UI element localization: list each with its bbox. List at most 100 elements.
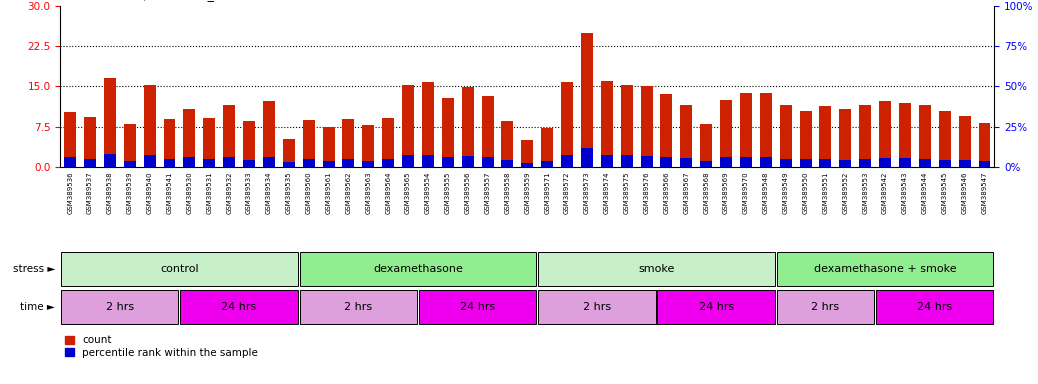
Bar	[740, 157, 752, 167]
Bar	[419, 290, 537, 324]
Bar	[621, 85, 632, 167]
Text: GSM389551: GSM389551	[822, 171, 828, 214]
Text: GSM389571: GSM389571	[544, 171, 550, 214]
Bar	[562, 82, 573, 167]
Text: GSM389568: GSM389568	[703, 171, 709, 214]
Text: GSM389575: GSM389575	[624, 171, 630, 214]
Bar	[243, 121, 255, 167]
Bar	[323, 161, 334, 167]
Bar	[362, 161, 375, 167]
Bar	[657, 290, 774, 324]
Bar	[501, 121, 514, 167]
Bar	[243, 159, 255, 167]
Bar	[124, 124, 136, 167]
Bar	[539, 290, 656, 324]
Text: GSM389545: GSM389545	[941, 171, 948, 214]
Bar	[263, 157, 275, 167]
Bar	[104, 154, 116, 167]
Text: GSM389558: GSM389558	[504, 171, 511, 214]
Bar	[64, 157, 76, 167]
Bar	[601, 81, 612, 167]
Text: 2 hrs: 2 hrs	[106, 302, 134, 312]
Text: GSM389542: GSM389542	[882, 171, 889, 214]
Bar	[84, 117, 95, 167]
Text: stress ►: stress ►	[12, 264, 55, 274]
Bar	[203, 118, 215, 167]
Bar	[343, 159, 354, 167]
Bar	[282, 139, 295, 167]
Text: GDS3746 / 1386256_at: GDS3746 / 1386256_at	[81, 0, 226, 1]
Bar	[282, 162, 295, 167]
Bar	[541, 128, 553, 167]
Bar	[959, 160, 971, 167]
Bar	[382, 118, 394, 167]
Bar	[581, 148, 593, 167]
Bar	[720, 100, 732, 167]
Bar	[143, 155, 156, 167]
Bar	[223, 105, 236, 167]
Text: GSM389565: GSM389565	[405, 171, 411, 214]
Bar	[859, 159, 871, 167]
Text: GSM389574: GSM389574	[604, 171, 609, 214]
Bar	[840, 159, 851, 167]
Text: smoke: smoke	[638, 264, 675, 274]
Text: GSM389556: GSM389556	[465, 171, 470, 214]
Text: GSM389543: GSM389543	[902, 171, 908, 214]
Bar	[181, 290, 298, 324]
Bar	[164, 119, 175, 167]
Legend: count, percentile rank within the sample: count, percentile rank within the sample	[65, 336, 258, 358]
Bar	[521, 140, 534, 167]
Bar	[640, 156, 653, 167]
Bar	[164, 159, 175, 167]
Text: GSM389567: GSM389567	[683, 171, 689, 214]
Text: 24 hrs: 24 hrs	[699, 302, 734, 312]
Text: GSM389563: GSM389563	[365, 171, 372, 214]
Bar	[581, 33, 593, 167]
Text: GSM389560: GSM389560	[305, 171, 311, 214]
Text: GSM389559: GSM389559	[524, 171, 530, 214]
Text: GSM389533: GSM389533	[246, 171, 252, 214]
Text: GSM389540: GSM389540	[146, 171, 153, 214]
Bar	[263, 101, 275, 167]
Bar	[776, 290, 874, 324]
Text: dexamethasone + smoke: dexamethasone + smoke	[814, 264, 956, 274]
Bar	[61, 290, 179, 324]
Bar	[959, 116, 971, 167]
Text: GSM389532: GSM389532	[226, 171, 233, 214]
Bar	[521, 163, 534, 167]
Text: GSM389569: GSM389569	[723, 171, 729, 214]
Bar	[482, 96, 493, 167]
Bar	[938, 111, 951, 167]
Bar	[203, 159, 215, 167]
Text: GSM389572: GSM389572	[564, 171, 570, 214]
Bar	[541, 161, 553, 167]
Bar	[899, 159, 911, 167]
Bar	[740, 93, 752, 167]
Text: GSM389546: GSM389546	[961, 171, 967, 214]
Text: 24 hrs: 24 hrs	[918, 302, 953, 312]
Bar	[184, 109, 195, 167]
Text: 2 hrs: 2 hrs	[345, 302, 373, 312]
Text: GSM389554: GSM389554	[425, 171, 431, 214]
Text: 2 hrs: 2 hrs	[812, 302, 840, 312]
Bar	[879, 101, 891, 167]
Text: GSM389531: GSM389531	[207, 171, 213, 214]
Bar	[899, 103, 911, 167]
Text: control: control	[160, 264, 198, 274]
Text: 24 hrs: 24 hrs	[460, 302, 495, 312]
Text: GSM389536: GSM389536	[67, 171, 73, 214]
Bar	[143, 85, 156, 167]
Text: GSM389566: GSM389566	[663, 171, 670, 214]
Text: GSM389564: GSM389564	[385, 171, 391, 214]
Bar	[760, 93, 772, 167]
Bar	[300, 252, 537, 286]
Bar	[539, 252, 774, 286]
Text: GSM389544: GSM389544	[922, 171, 928, 214]
Bar	[343, 119, 354, 167]
Text: GSM389547: GSM389547	[982, 171, 987, 214]
Bar	[799, 111, 812, 167]
Bar	[879, 159, 891, 167]
Bar	[402, 85, 414, 167]
Bar	[919, 159, 931, 167]
Bar	[462, 156, 473, 167]
